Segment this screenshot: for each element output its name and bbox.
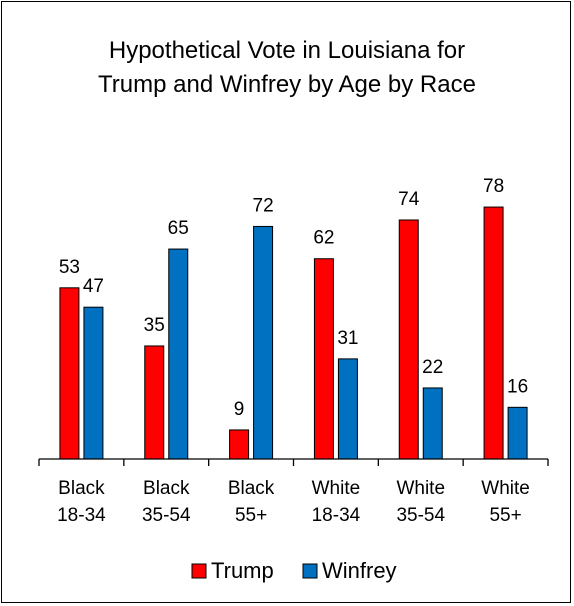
bar-winfrey-3 — [253, 225, 274, 460]
bar-winfrey-1 — [83, 306, 104, 460]
bar-trump-2 — [144, 345, 165, 460]
x-axis-ticks — [38, 459, 549, 466]
bar-winfrey-6 — [507, 406, 528, 460]
bar-winfrey-4 — [337, 358, 358, 460]
data-label-trump-2: 35 — [144, 315, 165, 336]
data-label-winfrey-4: 31 — [337, 328, 358, 349]
bar-trump-3 — [229, 429, 250, 460]
legend-label-trump: Trump — [211, 558, 274, 583]
data-label-trump-1: 53 — [59, 257, 80, 278]
chart-title-line-1: Hypothetical Vote in Louisiana for — [109, 37, 465, 64]
data-label-winfrey-5: 22 — [422, 357, 443, 378]
category-labels: Black 18-34 Black 35-54 Black 55+ White 18-34 Wh… — [57, 478, 530, 526]
data-label-winfrey-1: 47 — [83, 276, 104, 297]
legend-swatch-trump — [191, 563, 207, 579]
category-label-1-line-2: 18-34 — [57, 505, 106, 526]
bar-trump-1 — [59, 287, 80, 460]
category-label-5-line-1: White — [396, 478, 445, 499]
bar-trump-6 — [483, 206, 504, 460]
category-label-4-line-1: White — [312, 478, 361, 499]
category-label-2-line-1: Black — [143, 478, 190, 499]
bar-winfrey-5 — [422, 387, 443, 460]
category-label-1-line-1: Black — [58, 478, 105, 499]
data-label-trump-4: 62 — [313, 228, 334, 249]
category-label-2-line-2: 35-54 — [142, 505, 191, 526]
category-label-3-line-2: 55+ — [235, 505, 267, 526]
data-label-winfrey-3: 72 — [253, 195, 274, 216]
bars-group — [59, 206, 528, 460]
data-label-trump-5: 74 — [398, 189, 420, 210]
category-label-6-line-1: White — [481, 478, 530, 499]
legend-label-winfrey: Winfrey — [322, 558, 397, 583]
legend: Trump Winfrey — [191, 558, 397, 583]
bar-trump-4 — [313, 258, 334, 460]
legend-swatch-winfrey — [302, 563, 318, 579]
data-label-trump-6: 78 — [483, 176, 504, 197]
category-label-6-line-2: 55+ — [489, 505, 521, 526]
chart-title: Hypothetical Vote in Louisiana for Trump … — [98, 37, 476, 98]
category-label-5-line-2: 35-54 — [396, 505, 445, 526]
category-label-3-line-1: Black — [228, 478, 275, 499]
bar-trump-5 — [398, 219, 419, 460]
category-label-4-line-2: 18-34 — [312, 505, 361, 526]
data-label-trump-3: 9 — [234, 399, 245, 420]
chart-title-line-2: Trump and Winfrey by Age by Race — [98, 71, 476, 98]
bar-winfrey-2 — [168, 248, 189, 460]
data-label-winfrey-2: 65 — [168, 218, 189, 239]
data-label-winfrey-6: 16 — [507, 376, 528, 397]
